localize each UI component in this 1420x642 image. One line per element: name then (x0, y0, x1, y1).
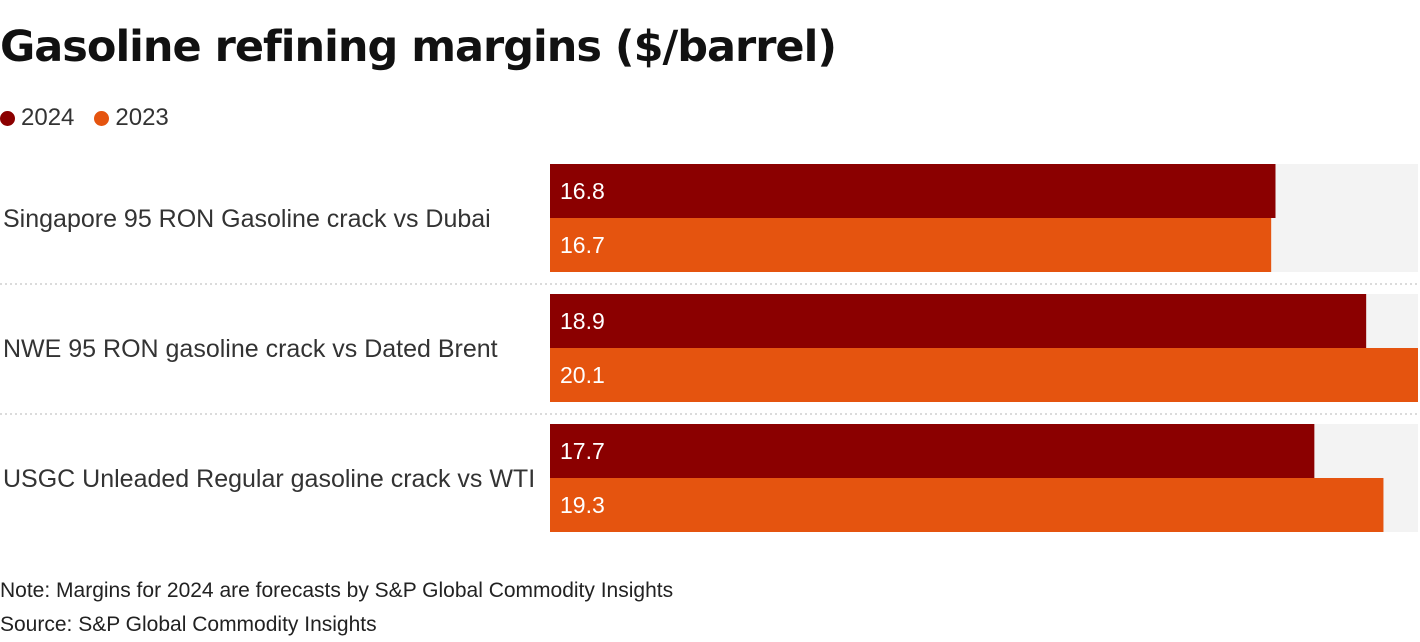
bar-value-label-2023-0: 16.7 (560, 232, 605, 258)
bar-2023-2 (550, 478, 1384, 532)
legend-item-2024: 2024 (0, 104, 74, 132)
bar-chart: Singapore 95 RON Gasoline crack vs Dubai… (0, 164, 1418, 532)
source-text: Source: S&P Global Commodity Insights (0, 613, 377, 636)
category-label-0: Singapore 95 RON Gasoline crack vs Dubai (3, 205, 491, 233)
footer: Note: Margins for 2024 are forecasts by … (0, 574, 673, 642)
bar-2023-1 (550, 348, 1418, 402)
bar-2023-0 (550, 218, 1272, 272)
bar-value-label-2023-1: 20.1 (560, 362, 605, 388)
legend-label-2023: 2023 (115, 104, 169, 131)
bar-2024-2 (550, 424, 1315, 478)
chart-title: Gasoline refining margins ($/barrel) (0, 22, 837, 72)
legend-swatch-2024 (0, 110, 15, 126)
bar-2024-0 (550, 164, 1276, 218)
note-text: Note: Margins for 2024 are forecasts by … (0, 579, 674, 602)
legend-item-2023: 2023 (94, 104, 169, 132)
category-label-1: NWE 95 RON gasoline crack vs Dated Brent (3, 335, 498, 363)
legend-swatch-2023 (94, 110, 110, 126)
bar-2024-1 (550, 294, 1367, 348)
bar-value-label-2024-2: 17.7 (560, 438, 605, 464)
category-label-2: USGC Unleaded Regular gasoline crack vs … (3, 465, 535, 493)
bar-value-label-2024-1: 18.9 (560, 308, 605, 334)
legend-label-2024: 2024 (21, 104, 75, 131)
bar-value-label-2024-0: 16.8 (560, 178, 605, 204)
legend: 2024 2023 (0, 104, 169, 132)
bar-value-label-2023-2: 19.3 (560, 492, 605, 518)
